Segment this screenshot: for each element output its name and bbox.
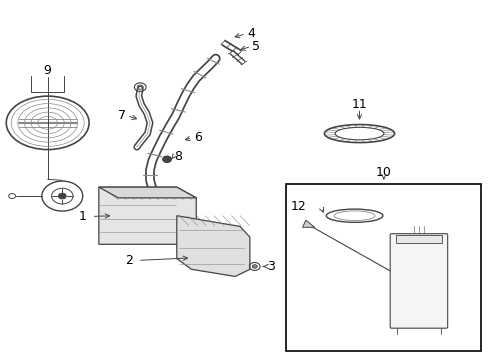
Text: 12: 12 — [291, 200, 307, 213]
FancyBboxPatch shape — [390, 234, 448, 328]
Text: 6: 6 — [194, 131, 202, 144]
Text: 2: 2 — [125, 254, 133, 267]
Circle shape — [163, 156, 172, 162]
Bar — [287, 184, 481, 351]
Text: 11: 11 — [352, 98, 368, 111]
Text: 1: 1 — [79, 210, 87, 223]
Circle shape — [252, 265, 257, 268]
Polygon shape — [302, 220, 315, 227]
Polygon shape — [99, 187, 196, 198]
Polygon shape — [99, 187, 196, 244]
Text: 4: 4 — [247, 27, 255, 40]
Text: 10: 10 — [376, 166, 392, 179]
Polygon shape — [177, 216, 250, 276]
Text: 8: 8 — [174, 150, 182, 163]
Bar — [395, 235, 442, 243]
Text: 5: 5 — [252, 40, 260, 53]
Circle shape — [58, 193, 66, 199]
Text: 7: 7 — [118, 109, 125, 122]
Text: 3: 3 — [267, 260, 275, 273]
Text: 9: 9 — [44, 64, 51, 77]
